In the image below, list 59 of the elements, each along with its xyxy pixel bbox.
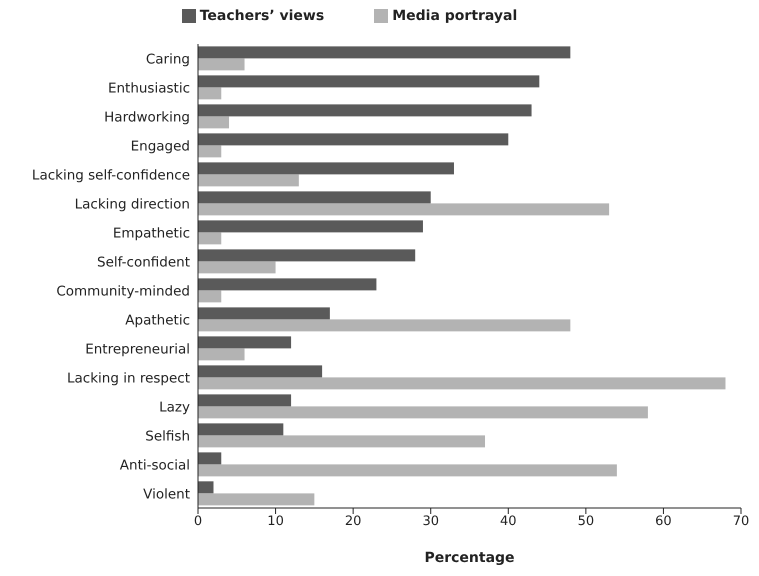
- bar: [198, 104, 532, 116]
- x-tick-label: 10: [267, 514, 284, 530]
- bar: [198, 365, 322, 378]
- y-tick-label: Entrepreneurial: [85, 341, 190, 358]
- x-tick-label: 20: [344, 514, 362, 530]
- y-tick-label: Hardworking: [104, 109, 190, 126]
- bar: [198, 290, 222, 302]
- bar: [198, 348, 245, 360]
- bar: [198, 220, 423, 232]
- y-tick-label: Engaged: [130, 138, 190, 154]
- y-tick-label: Lacking direction: [74, 196, 190, 212]
- bar: [198, 174, 299, 186]
- y-tick-label: Caring: [146, 51, 190, 68]
- legend-label: Teachers’ views: [200, 8, 324, 24]
- y-tick-label: Violent: [143, 486, 190, 502]
- y-tick-label: Community-minded: [56, 283, 190, 300]
- bar: [198, 116, 230, 128]
- bar: [198, 423, 284, 436]
- bar: [198, 75, 540, 88]
- bar: [198, 464, 617, 476]
- x-tick-label: 40: [500, 514, 517, 530]
- bar: [198, 336, 292, 348]
- x-tick-label: 70: [732, 514, 750, 530]
- y-tick-label: Apathetic: [125, 312, 190, 328]
- y-tick-label: Selfish: [145, 428, 190, 444]
- bar: [198, 203, 610, 216]
- bar: [198, 394, 292, 406]
- bar: [198, 261, 276, 274]
- y-tick-label: Self-confident: [97, 254, 190, 270]
- bar: [198, 406, 648, 418]
- bar: [198, 46, 570, 58]
- bar: [198, 191, 431, 204]
- bar: [198, 145, 222, 158]
- bar: [198, 319, 570, 332]
- y-tick-label: Lacking self-confidence: [32, 167, 190, 184]
- bar: [198, 87, 222, 100]
- bar: [198, 133, 508, 146]
- x-tick-label: 30: [422, 514, 439, 530]
- bar: [198, 452, 222, 464]
- bar: [198, 58, 245, 70]
- bar: [198, 481, 214, 494]
- bar: [198, 232, 222, 244]
- x-tick-label: 60: [655, 514, 672, 530]
- y-tick-label: Anti-social: [120, 457, 190, 474]
- bar: [198, 435, 486, 448]
- bar: [198, 377, 726, 390]
- y-tick-label: Lacking in respect: [67, 370, 190, 386]
- x-tick-label: 0: [194, 514, 202, 530]
- y-tick-label: Lazy: [159, 399, 190, 416]
- bar: [198, 307, 330, 320]
- y-tick-label: Empathetic: [112, 225, 190, 242]
- bar: [198, 162, 454, 174]
- x-axis-title: Percentage: [424, 550, 515, 566]
- bar: [198, 493, 314, 506]
- legend-label: Media portrayal: [392, 8, 518, 24]
- x-tick-label: 50: [578, 514, 594, 530]
- bar: [198, 249, 416, 262]
- bar: [198, 278, 376, 290]
- y-tick-label: Enthusiastic: [108, 80, 190, 96]
